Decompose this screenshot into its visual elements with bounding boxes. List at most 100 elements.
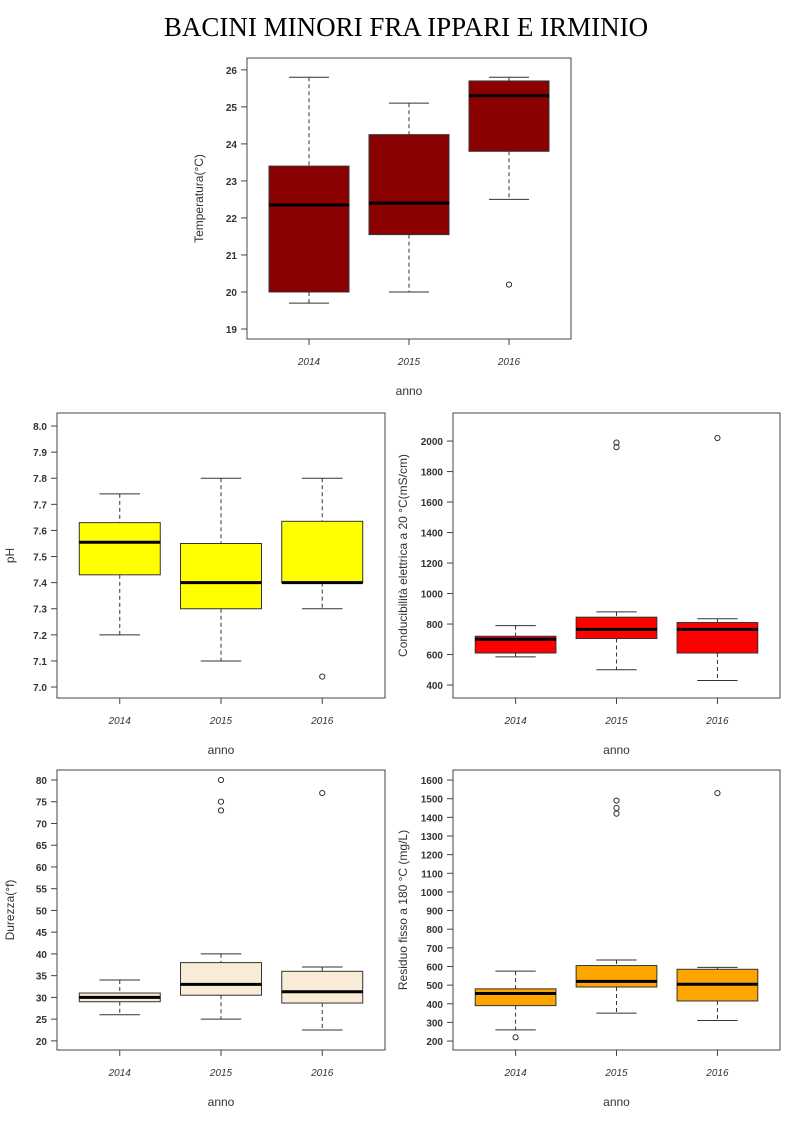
box-iqr <box>575 616 658 640</box>
y-tick-label: 800 <box>426 620 443 631</box>
y-tick-label: 30 <box>36 993 48 1004</box>
outlier-point <box>217 798 225 805</box>
y-tick-label: 20 <box>226 288 238 299</box>
y-tick-label: 7.8 <box>33 474 47 485</box>
y-tick-label: 26 <box>226 66 238 77</box>
x-axis-label: anno <box>208 1095 235 1109</box>
y-tick-label: 55 <box>36 885 48 896</box>
y-tick-label: 200 <box>426 1037 443 1048</box>
outlier-point <box>613 439 620 446</box>
y-tick-label: 7.6 <box>33 526 47 537</box>
y-tick-label: 35 <box>36 972 48 983</box>
y-tick-label: 65 <box>36 841 48 852</box>
box-iqr <box>474 988 557 1007</box>
chart-panel-3: 20 25 30 35 40 45 50 55 60 65 70 75 80 2014 2015 2016 an… <box>3 769 386 1109</box>
box-iqr <box>281 520 364 584</box>
y-tick-label: 22 <box>226 214 238 225</box>
y-tick-label: 400 <box>426 1000 443 1011</box>
box-iqr <box>281 970 364 1004</box>
y-tick-label: 1400 <box>421 529 444 540</box>
box-iqr <box>180 962 262 996</box>
x-tick-label: 2014 <box>503 716 527 727</box>
y-tick-label: 25 <box>36 1015 48 1026</box>
box-iqr <box>268 165 350 293</box>
chart-panel-2: 400 600 800 1000 1200 1400 1600 1800 2000 2014 201… <box>396 412 781 757</box>
y-tick-label: 20 <box>36 1037 48 1048</box>
y-tick-label: 1600 <box>421 498 444 509</box>
y-tick-label: 7.4 <box>33 579 47 590</box>
x-tick-label: 2014 <box>297 357 321 368</box>
y-tick-label: 24 <box>226 140 238 151</box>
outlier-point <box>505 281 513 288</box>
y-axis-label: Temperatura(°C) <box>192 154 206 243</box>
y-tick-label: 7.7 <box>33 500 47 511</box>
y-tick-label: 1300 <box>421 832 444 843</box>
x-axis-label: anno <box>603 1095 630 1109</box>
y-tick-label: 1000 <box>421 590 444 601</box>
box-iqr <box>180 542 262 610</box>
y-tick-label: 1600 <box>421 776 444 787</box>
box-iqr <box>78 522 161 576</box>
y-tick-label: 600 <box>426 962 443 973</box>
x-tick-label: 2015 <box>397 357 421 368</box>
y-tick-label: 21 <box>226 251 238 262</box>
x-tick-label: 2016 <box>310 1068 334 1079</box>
y-tick-label: 80 <box>36 776 48 787</box>
box-iqr <box>368 134 450 236</box>
chart-panel-0: 19 20 21 22 23 24 25 26 2014 2015 2016 anno Temperat… <box>192 57 572 398</box>
y-tick-label: 50 <box>36 906 48 917</box>
y-tick-label: 2000 <box>421 437 444 448</box>
y-tick-label: 75 <box>36 798 48 809</box>
y-tick-label: 8.0 <box>33 422 47 433</box>
y-tick-label: 45 <box>36 928 48 939</box>
x-tick-label: 2015 <box>604 716 628 727</box>
outlier-point <box>613 797 620 804</box>
outlier-point <box>319 673 326 680</box>
x-tick-label: 2014 <box>503 1068 527 1079</box>
box-iqr <box>575 965 658 988</box>
x-tick-label: 2014 <box>108 1068 132 1079</box>
y-axis-label: Durezza(°f) <box>3 880 17 941</box>
outlier-point <box>613 804 620 812</box>
chart-panel-1: 7.0 7.1 7.2 7.3 7.4 7.5 7.6 7.7 7.8 7.9 8.0 2014 201… <box>3 412 386 757</box>
page-title: BACINI MINORI FRA IPPARI E IRMINIO <box>163 12 649 42</box>
y-tick-label: 25 <box>226 103 238 114</box>
y-tick-label: 1500 <box>421 795 444 806</box>
x-axis-label: anno <box>603 743 630 757</box>
outlier-point <box>714 434 721 442</box>
y-tick-label: 23 <box>226 177 238 188</box>
x-tick-label: 2015 <box>209 1068 233 1079</box>
outlier-point <box>319 789 326 797</box>
y-tick-label: 7.5 <box>33 553 47 564</box>
y-tick-label: 1800 <box>421 468 444 479</box>
x-tick-label: 2016 <box>310 716 334 727</box>
y-tick-label: 70 <box>36 819 48 830</box>
y-tick-label: 7.1 <box>33 657 47 668</box>
chart-panel-4: 200 300 400 500 600 700 800 900 1000 1100 1200 1300… <box>396 769 781 1109</box>
x-axis-label: anno <box>396 384 423 398</box>
y-tick-label: 7.9 <box>33 448 47 459</box>
y-tick-label: 900 <box>426 907 443 918</box>
y-tick-label: 1200 <box>421 851 444 862</box>
y-axis-label: Conducibilità elettrica a 20 °C(mS/cm) <box>396 454 410 657</box>
box-iqr <box>676 622 759 654</box>
y-tick-label: 19 <box>226 325 238 336</box>
y-axis-label: Residuo fisso a 180 °C (mg/L) <box>396 830 410 990</box>
outlier-point <box>512 1034 519 1041</box>
outlier-point <box>217 776 225 784</box>
y-tick-label: 600 <box>426 651 443 662</box>
outlier-point <box>613 444 620 451</box>
outlier-point <box>217 807 225 814</box>
y-tick-label: 500 <box>426 981 443 992</box>
x-tick-label: 2015 <box>209 716 233 727</box>
box-iqr <box>468 80 550 152</box>
y-tick-label: 40 <box>36 950 48 961</box>
plot-frame <box>56 769 386 1051</box>
y-tick-label: 7.3 <box>33 605 47 616</box>
x-tick-label: 2015 <box>604 1068 628 1079</box>
x-tick-label: 2014 <box>108 716 132 727</box>
x-axis-label: anno <box>208 743 235 757</box>
y-axis-label: pH <box>3 548 17 563</box>
x-tick-label: 2016 <box>705 1068 729 1079</box>
y-tick-label: 700 <box>426 944 443 955</box>
